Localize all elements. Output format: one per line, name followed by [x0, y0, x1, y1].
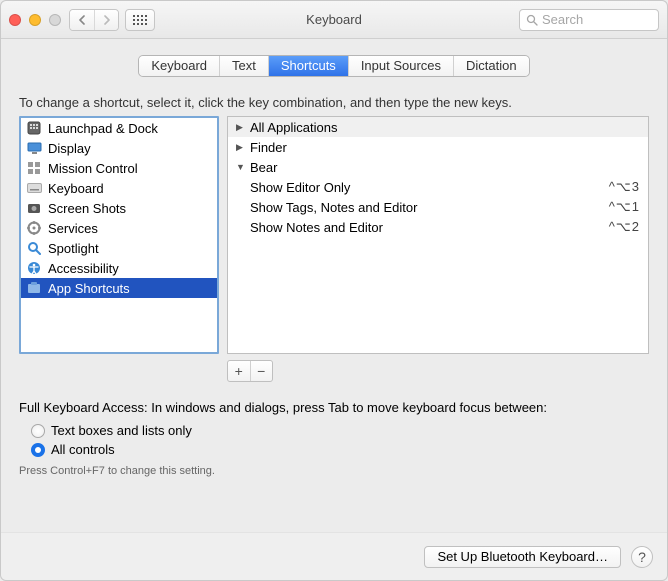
- content-area: KeyboardTextShortcutsInput SourcesDictat…: [1, 39, 667, 532]
- launchpad-icon: [26, 120, 42, 136]
- category-label: Spotlight: [48, 241, 99, 256]
- remove-button[interactable]: −: [250, 361, 273, 381]
- description: To change a shortcut, select it, click t…: [19, 95, 649, 110]
- radio-label: All controls: [51, 442, 115, 457]
- forward-button[interactable]: [94, 10, 118, 30]
- radio-label: Text boxes and lists only: [51, 423, 192, 438]
- accessibility-icon: [26, 260, 42, 276]
- category-label: Keyboard: [48, 181, 104, 196]
- nav-back-forward: [69, 9, 119, 31]
- screenshot-icon: [26, 200, 42, 216]
- chevron-down-icon[interactable]: ▼: [236, 162, 246, 172]
- tree-row[interactable]: Show Editor Only^⌥3: [228, 177, 648, 197]
- fka-options: Text boxes and lists only All controls: [19, 421, 649, 459]
- search-input[interactable]: [542, 12, 652, 27]
- back-button[interactable]: [70, 10, 94, 30]
- tab-text[interactable]: Text: [220, 56, 269, 76]
- keyboard-icon: [26, 180, 42, 196]
- category-screen-shots[interactable]: Screen Shots: [21, 198, 217, 218]
- close-icon[interactable]: [9, 14, 21, 26]
- category-label: App Shortcuts: [48, 281, 130, 296]
- footer: Set Up Bluetooth Keyboard… ?: [1, 532, 667, 580]
- mission-icon: [26, 160, 42, 176]
- tree-label: All Applications: [250, 120, 640, 135]
- minimize-icon[interactable]: [29, 14, 41, 26]
- radio-option[interactable]: Text boxes and lists only: [19, 421, 649, 440]
- tree-row[interactable]: ▶ Finder: [228, 137, 648, 157]
- zoom-icon[interactable]: [49, 14, 61, 26]
- category-label: Display: [48, 141, 91, 156]
- fka-label: Full Keyboard Access: In windows and dia…: [19, 400, 649, 415]
- category-label: Screen Shots: [48, 201, 126, 216]
- shortcut-keys: ^⌥2: [609, 219, 640, 235]
- titlebar: Keyboard: [1, 1, 667, 39]
- shortcut-keys: ^⌥3: [609, 179, 640, 195]
- tab-keyboard[interactable]: Keyboard: [139, 56, 220, 76]
- radio-icon[interactable]: [31, 424, 45, 438]
- category-display[interactable]: Display: [21, 138, 217, 158]
- category-accessibility[interactable]: Accessibility: [21, 258, 217, 278]
- category-services[interactable]: Services: [21, 218, 217, 238]
- chevron-right-icon[interactable]: ▶: [236, 122, 246, 133]
- tab-segment: KeyboardTextShortcutsInput SourcesDictat…: [138, 55, 529, 77]
- tree-label: Show Editor Only: [250, 180, 609, 195]
- app-icon: [26, 280, 42, 296]
- tree-row[interactable]: ▶ All Applications: [228, 117, 648, 137]
- category-spotlight[interactable]: Spotlight: [21, 238, 217, 258]
- add-button[interactable]: +: [228, 361, 250, 381]
- shortcut-keys: ^⌥1: [609, 199, 640, 215]
- category-label: Accessibility: [48, 261, 119, 276]
- radio-icon[interactable]: [31, 443, 45, 457]
- category-app-shortcuts[interactable]: App Shortcuts: [21, 278, 217, 298]
- show-all-button[interactable]: [125, 9, 155, 31]
- full-keyboard-access: Full Keyboard Access: In windows and dia…: [19, 400, 649, 477]
- display-icon: [26, 140, 42, 156]
- search-icon: [526, 14, 538, 26]
- grid-icon: [133, 15, 147, 25]
- tab-shortcuts[interactable]: Shortcuts: [269, 56, 349, 76]
- tree-label: Finder: [250, 140, 640, 155]
- tree-row[interactable]: Show Notes and Editor^⌥2: [228, 217, 648, 237]
- panes: Launchpad & Dock Display Mission Control Ke…: [19, 116, 649, 354]
- add-remove-buttons: + −: [227, 360, 273, 382]
- category-mission-control[interactable]: Mission Control: [21, 158, 217, 178]
- tab-input-sources[interactable]: Input Sources: [349, 56, 454, 76]
- category-label: Services: [48, 221, 98, 236]
- traffic-lights: [9, 14, 61, 26]
- spotlight-icon: [26, 240, 42, 256]
- radio-option[interactable]: All controls: [19, 440, 649, 459]
- category-label: Launchpad & Dock: [48, 121, 158, 136]
- fka-hint: Press Control+F7 to change this setting.: [19, 465, 649, 477]
- bluetooth-keyboard-button[interactable]: Set Up Bluetooth Keyboard…: [424, 546, 621, 568]
- search-field[interactable]: [519, 9, 659, 31]
- services-icon: [26, 220, 42, 236]
- category-list[interactable]: Launchpad & Dock Display Mission Control Ke…: [19, 116, 219, 354]
- keyboard-prefs-window: Keyboard KeyboardTextShortcutsInput Sour…: [0, 0, 668, 581]
- shortcut-tree[interactable]: ▶ All Applications ▶ Finder ▼ Bear Show Editor…: [227, 116, 649, 354]
- tabs: KeyboardTextShortcutsInput SourcesDictat…: [19, 55, 649, 77]
- tree-row[interactable]: ▼ Bear: [228, 157, 648, 177]
- tab-dictation[interactable]: Dictation: [454, 56, 529, 76]
- tree-label: Bear: [250, 160, 640, 175]
- category-label: Mission Control: [48, 161, 138, 176]
- category-keyboard[interactable]: Keyboard: [21, 178, 217, 198]
- chevron-right-icon[interactable]: ▶: [236, 142, 246, 153]
- category-launchpad-dock[interactable]: Launchpad & Dock: [21, 118, 217, 138]
- help-button[interactable]: ?: [631, 546, 653, 568]
- tree-label: Show Tags, Notes and Editor: [250, 200, 609, 215]
- tree-label: Show Notes and Editor: [250, 220, 609, 235]
- tree-row[interactable]: Show Tags, Notes and Editor^⌥1: [228, 197, 648, 217]
